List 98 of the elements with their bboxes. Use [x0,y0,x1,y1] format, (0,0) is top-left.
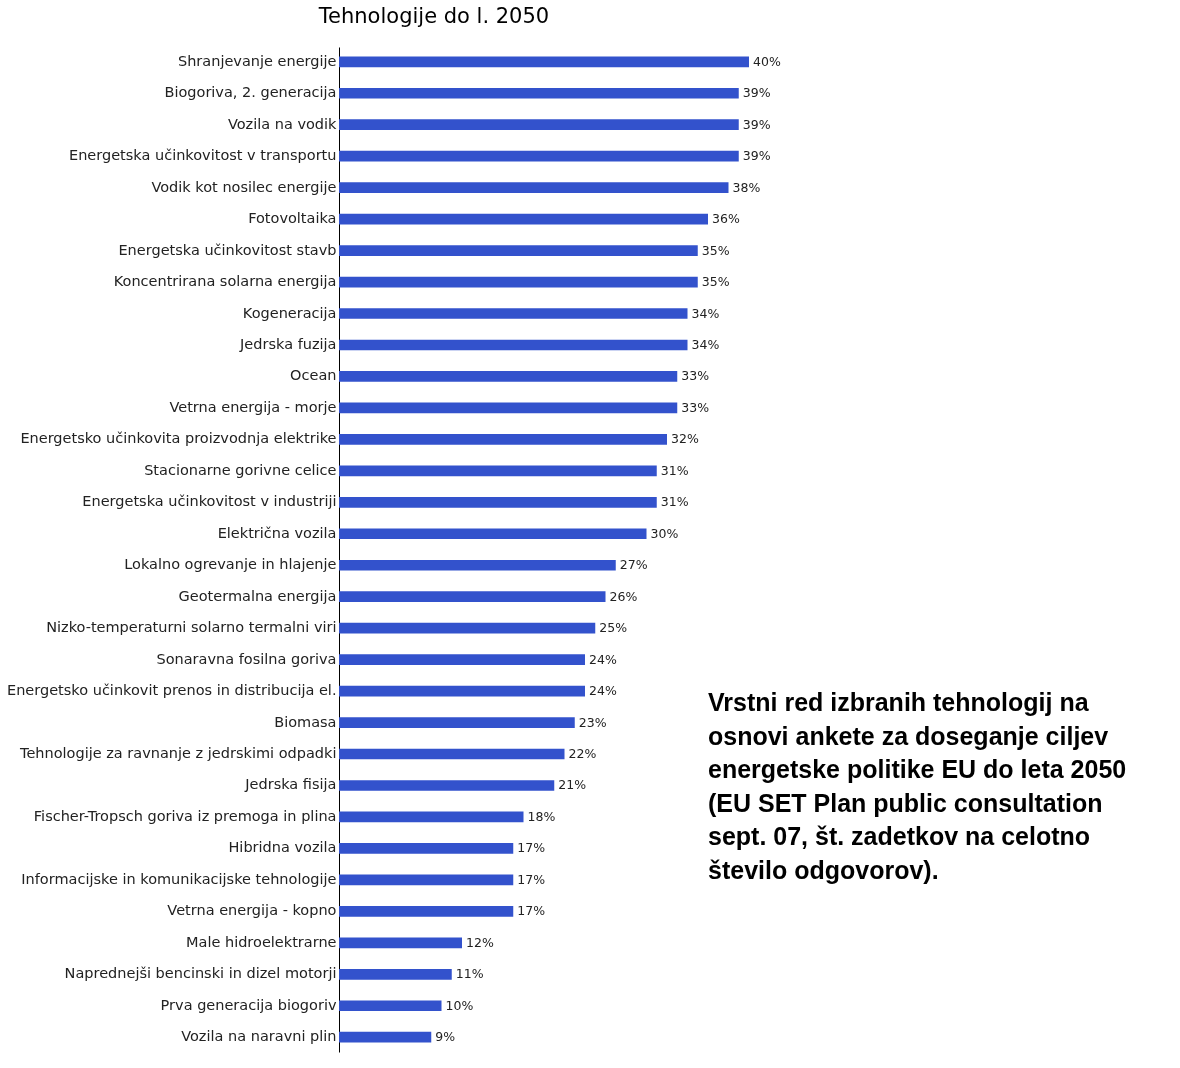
data-label: 24% [589,683,617,699]
y-tick-label: Naprednejši bencinski in dizel motorji [64,965,337,982]
data-label: 33% [681,399,710,415]
bar [339,87,739,99]
bar [339,56,749,68]
bar [339,434,667,445]
data-label: 39% [742,116,771,132]
data-label: 26% [609,588,638,604]
bar [339,150,739,162]
y-tick-label: Energetsko učinkovita proizvodnja elektrike [20,430,337,447]
bar [339,402,678,414]
y-tick-label: Vetrna energija - kopno [167,902,337,919]
bar [339,245,698,256]
data-label: 23% [578,714,607,730]
data-label: 31% [660,494,689,510]
data-label: 17% [517,840,546,856]
y-tick-label: Vetrna energija - morje [169,398,337,415]
y-tick-label: Hibridna vozila [228,839,337,856]
y-tick-label: Biogoriva, 2. generacija [164,84,337,101]
bar [339,780,555,791]
data-label: 39% [742,148,771,164]
y-tick-label: Sonaravna fosilna goriva [156,650,337,667]
bar [339,937,462,949]
data-label: 25% [599,620,628,636]
bar [339,559,616,571]
data-label: 22% [568,746,597,762]
bar [339,622,596,634]
bar [339,685,585,697]
bar [339,528,647,540]
y-tick-label: Jedrska fuzija [239,335,337,352]
y-tick-label: Vodik kot nosilec energije [151,178,337,195]
data-label: 35% [701,274,730,290]
y-tick-label: Fotovoltaika [248,210,337,227]
bar [339,465,657,477]
bar [339,182,729,193]
y-tick-label: Kogeneracija [242,304,337,321]
annotation: Vrstni red izbranih tehnologij na osnovi ankete za doseganje ciljev energetske politike EU do leta 2050 (EU SET Plan public consultation sept. 07, št. zadetkov na celotno število odgovorov). [708,687,1128,886]
data-label: 36% [712,211,740,227]
data-label: 40% [753,53,781,69]
bar [339,968,452,980]
bar [339,308,688,319]
y-tick-label: Shranjevanje energije [177,52,337,69]
data-label: 31% [660,462,689,478]
y-tick-label: Nizko-temperaturni solarno termalni viri [46,619,337,636]
bar [339,119,739,131]
bar [339,906,514,917]
data-label: 34% [691,305,720,321]
bar [339,654,585,665]
y-tick-label: Male hidroelektrarne [185,933,337,950]
y-tick-label: Fischer-Tropsch goriva iz premoga in plina [33,807,337,824]
bar [339,811,524,823]
data-label: 30% [650,525,679,541]
y-tick-label: Vozila na naravni plin [181,1028,337,1045]
y-tick-label: Stacionarne gorivne celice [144,461,337,478]
bar [339,591,606,603]
y-tick-label: Jedrska fisija [244,776,337,793]
bar [339,496,657,508]
data-label: 32% [671,431,699,447]
bar [339,371,678,382]
data-label: 9% [435,1029,456,1045]
y-tick-label: Ocean [290,367,337,384]
y-tick-label: Energetsko učinkovit prenos in distribucija el. [7,682,337,699]
bar [339,213,708,225]
data-label: 39% [742,85,771,101]
y-tick-label: Energetska učinkovitost v industriji [82,493,337,510]
data-label: 17% [517,903,546,919]
bar [339,339,688,351]
y-tick-label: Geotermalna energija [178,587,337,604]
bar [339,748,565,760]
data-label: 35% [701,242,730,258]
y-tick-label: Vozila na vodik [227,115,338,132]
bar [339,874,514,886]
y-tick-label: Informacijske in komunikacijske tehnologije [21,870,337,887]
data-label: 24% [589,651,617,667]
data-label: 34% [691,336,720,352]
y-tick-label: Energetska učinkovitost v transportu [68,147,337,164]
bar [339,717,575,728]
data-label: 27% [619,557,648,573]
data-label: 38% [732,179,761,195]
bar [339,1000,442,1012]
y-tick-label: Prva generacija biogoriv [160,996,337,1013]
y-tick-label: Biomasa [274,713,337,730]
y-tick-label: Energetska učinkovitost stavb [118,241,337,258]
data-label: 33% [681,368,710,384]
y-tick-label: Lokalno ogrevanje in hlajenje [124,556,337,573]
bar [339,276,698,288]
data-label: 21% [558,777,587,793]
chart-title: Tehnologije do l. 2050 [317,4,550,28]
data-label: 12% [466,934,494,950]
y-tick-label: Električna vozila [217,524,337,541]
data-label: 17% [517,871,546,887]
data-label: 11% [455,966,484,982]
data-label: 18% [527,808,556,824]
bar [339,1031,432,1043]
bar [339,843,514,854]
y-tick-label: Tehnologije za ravnanje z jedrskimi odpadki [19,745,337,762]
data-label: 10% [445,997,474,1013]
y-tick-label: Koncentrirana solarna energija [113,273,337,290]
